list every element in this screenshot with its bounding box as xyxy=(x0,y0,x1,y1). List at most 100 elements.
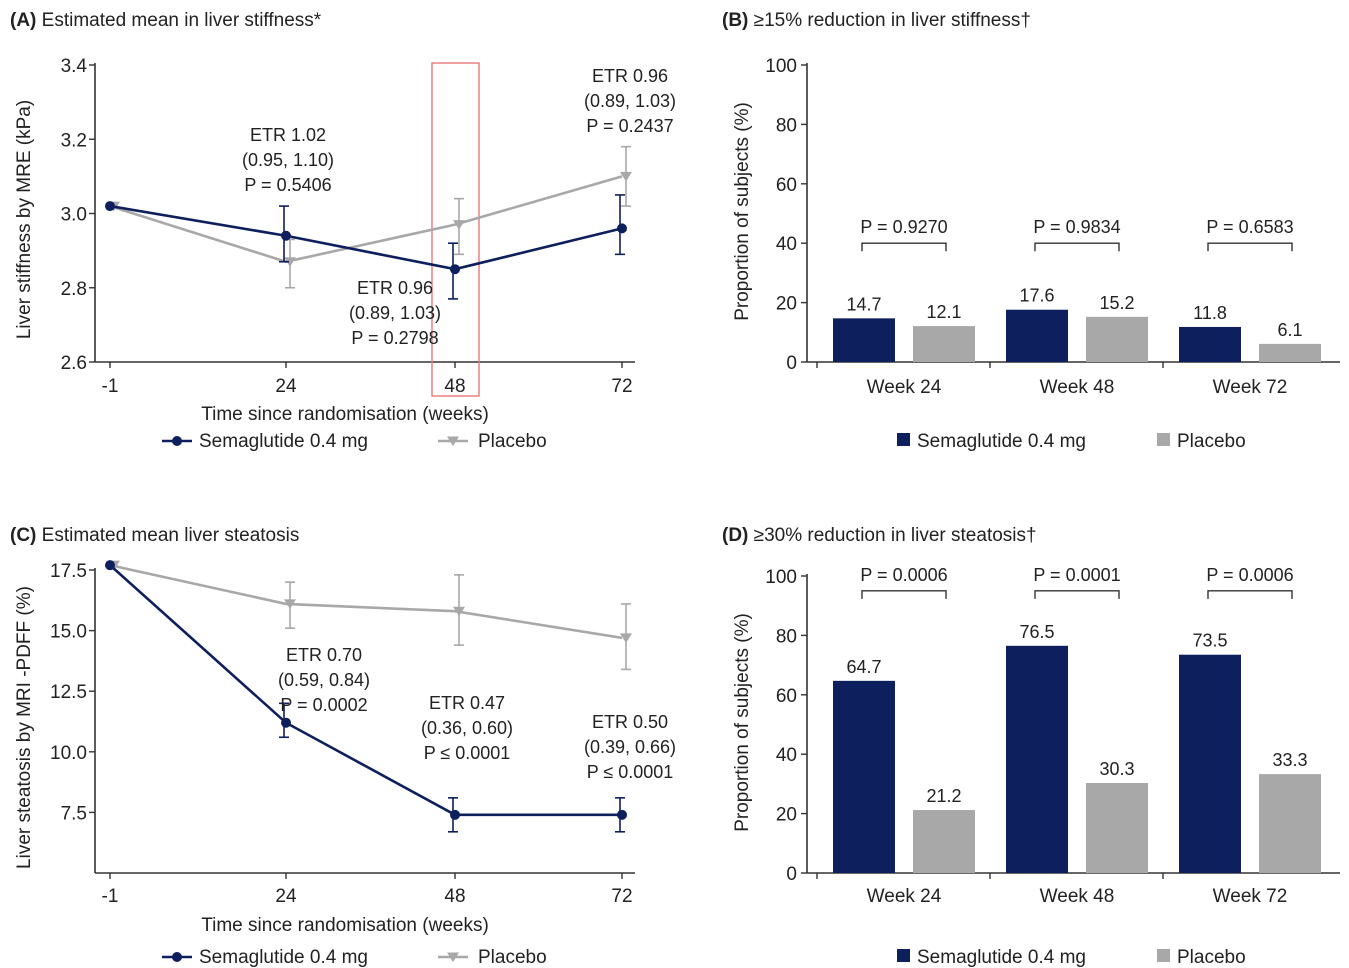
placebo-bar xyxy=(1259,343,1321,362)
p-value-bracket xyxy=(1034,242,1120,252)
category-label: Week 48 xyxy=(1040,886,1115,907)
svg-text:(C) Estimated mean liver: (C) Estimated mean liver steatosis xyxy=(10,525,299,546)
semaglutide-bar xyxy=(1006,645,1068,873)
panel-d: (D) ≥30% reduction in liver steatosis† 0… xyxy=(722,525,1340,968)
legend-semaglutide-marker xyxy=(172,436,182,446)
x-tick-label: 48 xyxy=(444,376,465,397)
p-value-label: P = 0.9834 xyxy=(1033,217,1120,237)
etr-annotation-line: P = 0.2798 xyxy=(351,328,438,348)
etr-annotation-line: ETR 0.70 xyxy=(286,645,362,665)
etr-annotation-line: (0.36, 0.60) xyxy=(421,718,513,738)
etr-annotation-line: P = 0.2437 xyxy=(586,116,673,136)
legend-semaglutide-swatch xyxy=(897,949,910,962)
placebo-line xyxy=(109,175,623,264)
legend-semaglutide-label: Semaglutide 0.4 mg xyxy=(199,947,368,968)
semaglutide-bar xyxy=(1006,309,1068,362)
y-tick-label: 3.2 xyxy=(61,130,87,151)
panel-b-title: ≥15% reduction in liver stiffness† xyxy=(754,10,1031,31)
svg-text:(A) Estimated mean in li: (A) Estimated mean in liver stiffness* xyxy=(10,10,322,31)
x-axis-label: Time since randomisation (weeks) xyxy=(201,404,489,425)
legend-semaglutide-swatch xyxy=(897,433,910,446)
panel-b-letter: (B) xyxy=(722,10,748,31)
panel-c: (C) Estimated mean liver steatosis 7.5 10… xyxy=(10,525,676,968)
y-tick-label: 0 xyxy=(786,353,797,374)
placebo-point xyxy=(284,599,296,610)
x-tick-label: -1 xyxy=(102,886,119,907)
p-value-label: P = 0.0001 xyxy=(1033,565,1120,585)
placebo-bar xyxy=(913,326,975,362)
etr-annotation-line: (0.59, 0.84) xyxy=(278,670,370,690)
x-tick-label: 24 xyxy=(275,886,297,907)
panel-a-plot: 2.6 2.8 3.0 3.2 3.4 -1 24 48 72 Time since random… xyxy=(14,56,676,452)
y-tick-label: 40 xyxy=(776,745,797,766)
y-tick-label: 100 xyxy=(765,567,797,588)
y-tick-label: 2.8 xyxy=(61,279,87,300)
etr-annotation-line: ETR 0.96 xyxy=(357,278,433,298)
panel-b-plot: 0 20 40 60 80 100 Proportion of subjects (%) 14… xyxy=(732,56,1340,452)
etr-annotation-line: (0.89, 1.03) xyxy=(349,303,441,323)
y-tick-label: 40 xyxy=(776,234,797,255)
y-tick-label: 15.0 xyxy=(50,622,87,643)
panel-d-letter: (D) xyxy=(722,525,748,546)
y-axis-label: Proportion of subjects (%) xyxy=(732,613,753,832)
placebo-bar xyxy=(1259,774,1321,873)
y-tick-label: 100 xyxy=(765,56,797,77)
etr-annotation-line: P = 0.0002 xyxy=(280,695,367,715)
etr-annotation-line: ETR 0.47 xyxy=(429,693,505,713)
y-tick-label: 20 xyxy=(776,805,797,826)
y-tick-label: 80 xyxy=(776,626,797,647)
category-label: Week 24 xyxy=(867,377,942,398)
legend-placebo-label: Placebo xyxy=(1177,947,1246,968)
x-tick-label: 72 xyxy=(611,886,632,907)
bar-value-label: 11.8 xyxy=(1193,303,1227,323)
p-value-bracket xyxy=(861,242,947,252)
y-tick-label: 7.5 xyxy=(61,803,87,824)
placebo-bar xyxy=(1086,783,1148,873)
x-axis-label: Time since randomisation (weeks) xyxy=(201,915,489,936)
semaglutide-point xyxy=(450,264,460,275)
svg-text:(D) ≥30% reduction in li: (D) ≥30% reduction in liver steatosis† xyxy=(722,525,1037,546)
legend-placebo-marker xyxy=(447,436,459,447)
semaglutide-point xyxy=(105,201,115,212)
placebo-point xyxy=(453,220,465,230)
panel-c-title: Estimated mean liver steatosis xyxy=(42,525,300,546)
category-label: Week 48 xyxy=(1040,377,1115,398)
panel-c-letter: (C) xyxy=(10,525,36,546)
x-tick-label: 24 xyxy=(275,376,297,397)
bar-value-label: 21.2 xyxy=(926,786,961,806)
placebo-line xyxy=(109,563,623,640)
panel-d-title: ≥30% reduction in liver steatosis† xyxy=(754,525,1037,546)
panel-a: (A) Estimated mean in liver stiffness* 2… xyxy=(10,10,676,452)
etr-annotation-line: P ≤ 0.0001 xyxy=(424,743,511,763)
semaglutide-point xyxy=(105,560,115,571)
legend-placebo-swatch xyxy=(1157,949,1170,962)
semaglutide-bar xyxy=(1179,326,1241,362)
y-tick-label: 20 xyxy=(776,294,797,315)
legend-placebo-swatch xyxy=(1157,433,1170,446)
p-value-label: P = 0.0006 xyxy=(860,565,947,585)
placebo-point xyxy=(620,633,632,643)
bar-value-label: 17.6 xyxy=(1019,286,1054,306)
y-tick-label: 60 xyxy=(776,686,797,707)
y-tick-label: 3.0 xyxy=(61,205,87,226)
bar-value-label: 33.3 xyxy=(1272,750,1307,770)
p-value-bracket xyxy=(1207,242,1293,252)
legend-placebo-marker xyxy=(447,952,459,963)
bar-value-label: 73.5 xyxy=(1192,631,1227,651)
semaglutide-point xyxy=(281,717,291,728)
x-tick-label: -1 xyxy=(102,376,119,397)
etr-annotation-line: (0.95, 1.10) xyxy=(242,150,334,170)
legend-placebo-label: Placebo xyxy=(478,431,547,452)
y-tick-label: 12.5 xyxy=(50,682,87,703)
p-value-label: P = 0.0006 xyxy=(1206,565,1293,585)
semaglutide-point xyxy=(281,230,291,241)
y-axis-label: Liver stiffness by MRE (kPa) xyxy=(14,100,35,339)
etr-annotation-line: (0.89, 1.03) xyxy=(584,91,676,111)
y-tick-label: 60 xyxy=(776,175,797,196)
etr-annotation-line: (0.39, 0.66) xyxy=(584,737,676,757)
etr-annotation-line: ETR 0.50 xyxy=(592,712,668,732)
semaglutide-bar xyxy=(1179,654,1241,873)
semaglutide-line xyxy=(109,204,623,271)
placebo-point xyxy=(284,257,296,267)
y-axis-label: Liver steatosis by MRI -PDFF (%) xyxy=(14,586,35,869)
